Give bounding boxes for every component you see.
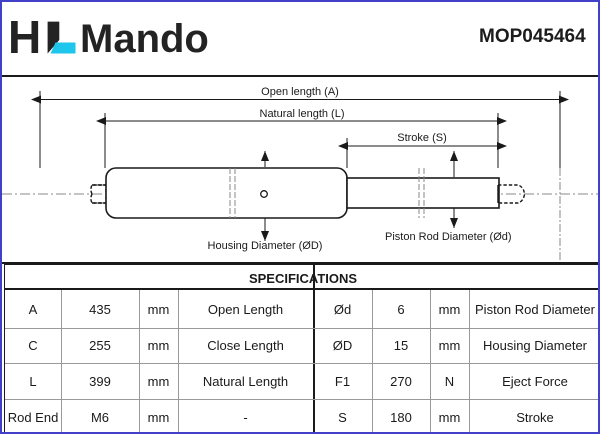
svg-text:Stroke (S): Stroke (S) bbox=[397, 132, 447, 144]
svg-text:Open length (A): Open length (A) bbox=[261, 86, 339, 98]
svg-text:H: H bbox=[8, 11, 41, 63]
svg-text:Piston Rod Diameter (Ød): Piston Rod Diameter (Ød) bbox=[385, 231, 512, 243]
svg-text:Mando: Mando bbox=[80, 17, 209, 61]
svg-text:Natural length (L): Natural length (L) bbox=[260, 108, 345, 120]
svg-text:Housing Diameter (ØD): Housing Diameter (ØD) bbox=[208, 240, 323, 252]
